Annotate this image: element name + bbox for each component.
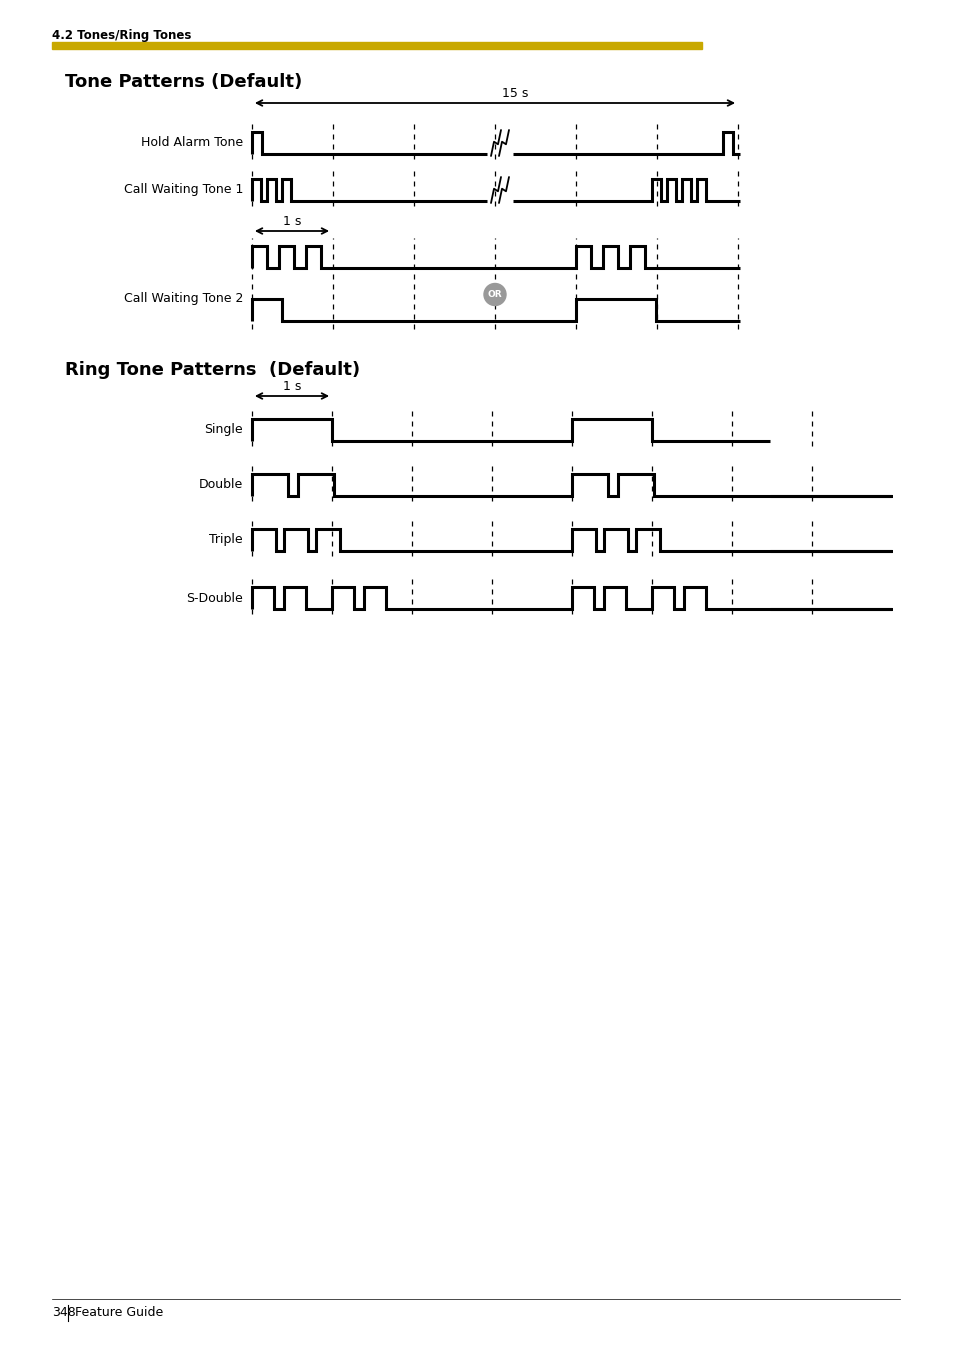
Text: OR: OR: [487, 290, 502, 299]
Text: Call Waiting Tone 1: Call Waiting Tone 1: [124, 184, 243, 196]
Text: Triple: Triple: [209, 534, 243, 547]
Text: 4.2 Tones/Ring Tones: 4.2 Tones/Ring Tones: [52, 28, 192, 42]
Text: Ring Tone Patterns  (Default): Ring Tone Patterns (Default): [65, 361, 359, 380]
Circle shape: [483, 284, 505, 305]
Text: Double: Double: [198, 478, 243, 492]
Text: S-Double: S-Double: [186, 592, 243, 604]
Text: Call Waiting Tone 2: Call Waiting Tone 2: [124, 292, 243, 305]
Text: Tone Patterns (Default): Tone Patterns (Default): [65, 73, 302, 91]
Text: Single: Single: [204, 423, 243, 436]
Text: Hold Alarm Tone: Hold Alarm Tone: [141, 136, 243, 150]
Text: 1 s: 1 s: [282, 215, 301, 228]
Text: 15 s: 15 s: [501, 86, 528, 100]
Text: 348: 348: [52, 1306, 75, 1320]
Bar: [52, 42, 701, 49]
Text: Feature Guide: Feature Guide: [75, 1306, 163, 1320]
Text: 1 s: 1 s: [282, 380, 301, 393]
